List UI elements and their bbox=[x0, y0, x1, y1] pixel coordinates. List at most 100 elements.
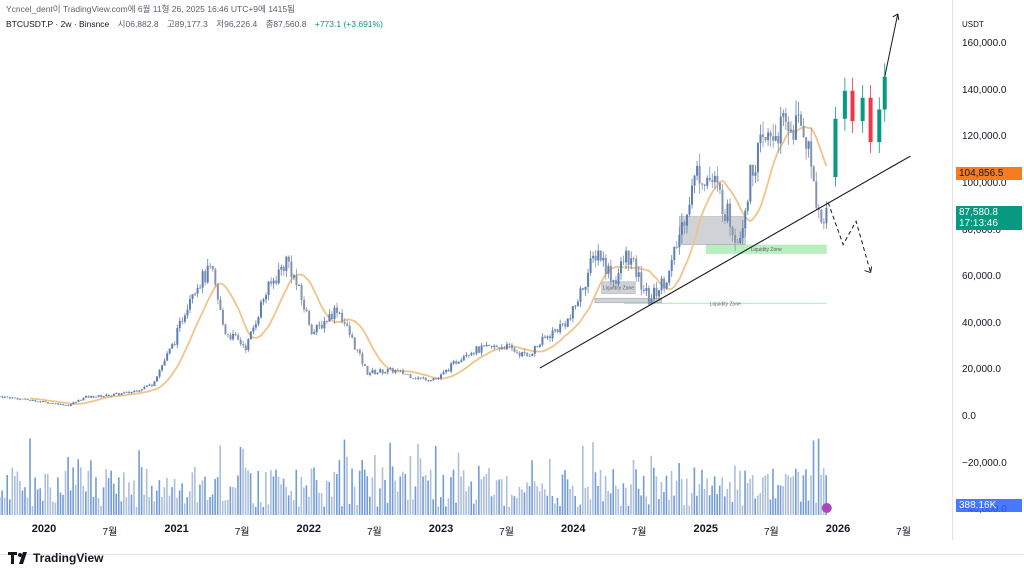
candle-body bbox=[100, 395, 103, 397]
volume-bar bbox=[812, 440, 815, 515]
volume-bar bbox=[191, 472, 194, 515]
candle-body bbox=[424, 377, 427, 381]
candle-body bbox=[143, 386, 146, 390]
volume-bar bbox=[112, 483, 115, 515]
price-chart[interactable]: Liquidity Zone Liquidity Zone Liquidity Zo… bbox=[0, 0, 1024, 540]
candle-body bbox=[267, 281, 270, 296]
volume-bar bbox=[356, 505, 358, 515]
volume-bar bbox=[333, 471, 336, 515]
volume-bar bbox=[779, 485, 782, 515]
candle-body bbox=[128, 391, 131, 394]
candle-body bbox=[130, 391, 133, 394]
volume-bar bbox=[351, 468, 353, 515]
candle-body bbox=[156, 376, 159, 382]
volume-bar bbox=[746, 482, 749, 515]
candle-body bbox=[538, 344, 541, 347]
volume-bar bbox=[41, 500, 44, 515]
volume-bar bbox=[632, 459, 635, 515]
volume-bar bbox=[161, 496, 163, 515]
volume-bar bbox=[533, 481, 536, 515]
volume-bar bbox=[389, 442, 391, 515]
candle-body bbox=[348, 325, 351, 335]
volume-bar bbox=[386, 502, 389, 515]
candle-body bbox=[3, 396, 6, 398]
volume-bar bbox=[173, 478, 176, 515]
volume-bar bbox=[528, 486, 531, 515]
candle-body bbox=[381, 369, 384, 374]
tradingview-logo[interactable]: TradingView bbox=[8, 551, 103, 565]
volume-bar bbox=[607, 491, 609, 515]
volume-bar bbox=[74, 484, 77, 515]
candle-body bbox=[647, 287, 650, 305]
candle-body bbox=[650, 299, 653, 305]
candle-body bbox=[736, 242, 739, 244]
candle-body bbox=[587, 272, 590, 287]
volume-bar bbox=[777, 485, 779, 515]
volume-bar bbox=[396, 491, 399, 515]
symbol-label[interactable]: BTCUSDT.P · 2w · Binsnce bbox=[6, 19, 110, 29]
candle-body bbox=[191, 294, 194, 300]
candle-body bbox=[810, 141, 813, 167]
candle-body bbox=[569, 318, 572, 320]
candle-body bbox=[57, 403, 60, 405]
volume-bar bbox=[594, 472, 597, 515]
volume-bar bbox=[143, 494, 145, 515]
candle-body bbox=[252, 327, 255, 332]
candle-body bbox=[450, 363, 453, 372]
candle-body bbox=[787, 121, 790, 132]
candle-body bbox=[594, 255, 597, 261]
volume-bar bbox=[336, 474, 338, 515]
volume-bar bbox=[538, 491, 541, 515]
candle-body bbox=[44, 401, 47, 403]
volume-bar bbox=[24, 487, 26, 515]
volume-bar bbox=[708, 495, 711, 515]
projection-candle bbox=[877, 109, 882, 143]
candle-body bbox=[794, 115, 797, 140]
candle-body bbox=[376, 372, 379, 374]
volume-bar bbox=[19, 480, 21, 515]
volume-bar bbox=[508, 506, 511, 515]
volume-bar bbox=[774, 498, 777, 515]
volume-bar bbox=[85, 491, 87, 515]
close-value: 종87,560.8 bbox=[265, 19, 307, 29]
candle-body bbox=[807, 141, 810, 149]
volume-bar bbox=[199, 484, 201, 515]
candle-body bbox=[652, 287, 655, 300]
candle-body bbox=[92, 395, 95, 398]
volume-bar bbox=[713, 476, 716, 515]
candle-body bbox=[138, 390, 141, 392]
volume-bar bbox=[640, 495, 642, 515]
volume-bar bbox=[794, 468, 797, 515]
volume-bar bbox=[488, 468, 490, 515]
volume-bar bbox=[452, 469, 455, 515]
volume-bar bbox=[325, 480, 328, 515]
logo-text: TradingView bbox=[33, 551, 104, 565]
candle-body bbox=[298, 285, 301, 286]
volume-bar bbox=[92, 496, 95, 515]
candle-body bbox=[77, 399, 80, 402]
candle-body bbox=[706, 177, 709, 186]
candle-body bbox=[11, 397, 14, 399]
candle-body bbox=[510, 344, 513, 349]
candle-body bbox=[465, 354, 468, 357]
candle-body bbox=[589, 258, 592, 273]
candle-body bbox=[259, 301, 262, 318]
volume-bar bbox=[14, 476, 16, 515]
candle-body bbox=[498, 347, 501, 349]
candle-body bbox=[772, 136, 775, 141]
volume-bar bbox=[328, 481, 331, 515]
volume-bar bbox=[668, 499, 670, 515]
volume-bar bbox=[214, 478, 216, 515]
volume-bar bbox=[652, 467, 655, 515]
volume-bar bbox=[409, 456, 412, 515]
volume-bar bbox=[584, 487, 587, 515]
volume-bar bbox=[485, 473, 488, 515]
volume-bar bbox=[123, 472, 125, 515]
volume-bar bbox=[391, 466, 394, 515]
volume-bar bbox=[683, 505, 686, 515]
volume-bar bbox=[168, 495, 171, 515]
volume-bar bbox=[604, 475, 607, 515]
arrow-down-path bbox=[827, 202, 872, 273]
volume-bar bbox=[204, 476, 206, 515]
candle-body bbox=[234, 333, 237, 336]
